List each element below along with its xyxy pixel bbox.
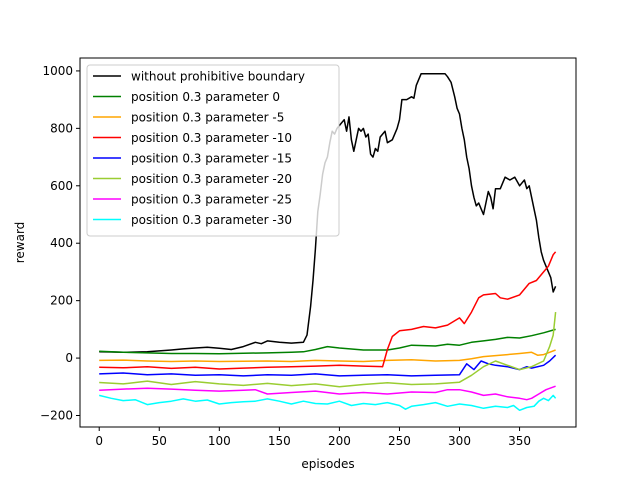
legend-label-0: without prohibitive boundary [131,70,305,84]
x-tick-label: 300 [448,434,471,448]
legend: without prohibitive boundary position 0.3… [86,64,340,237]
legend-label-1: position 0.3 parameter 0 [131,90,280,104]
x-tick-label: 350 [508,434,531,448]
series-line-1 [99,328,556,355]
y-tick-label: 400 [50,236,73,250]
series-line-7 [99,394,557,412]
x-tick-label: 200 [328,434,351,448]
x-tick-label: 150 [268,434,291,448]
x-axis-label: episodes [301,457,354,471]
x-axis-ticks: 0 50 100 150 200 250 300 350 [95,427,531,448]
y-axis-ticks: −200 0 200 400 600 800 1000 [40,64,80,423]
series-line-0 [99,73,557,354]
y-axis-label: reward [13,222,27,264]
plot-frame [79,57,577,428]
x-tick-label: 0 [95,434,103,448]
legend-label-5: position 0.3 parameter -20 [131,172,292,186]
legend-label-6: position 0.3 parameter -25 [131,193,292,207]
series-line-2 [99,349,556,363]
y-tick-label: 800 [50,121,73,135]
x-tick-label: 100 [208,434,231,448]
legend-label-4: position 0.3 parameter -15 [131,152,292,166]
x-tick-label: 250 [388,434,411,448]
series-line-5 [99,312,557,388]
y-tick-label: 200 [50,294,73,308]
y-tick-label: 600 [50,179,73,193]
y-tick-label: −200 [40,409,73,423]
legend-label-3: position 0.3 parameter -10 [131,131,292,145]
y-tick-label: 1000 [42,64,73,78]
series-line-3 [99,251,557,370]
x-tick-label: 50 [152,434,167,448]
legend-label-7: position 0.3 parameter -30 [131,213,292,227]
legend-label-2: position 0.3 parameter -5 [131,111,284,125]
series-lines [99,73,557,412]
series-line-6 [99,385,556,401]
y-tick-label: 0 [65,351,73,365]
legend-box [86,64,340,237]
